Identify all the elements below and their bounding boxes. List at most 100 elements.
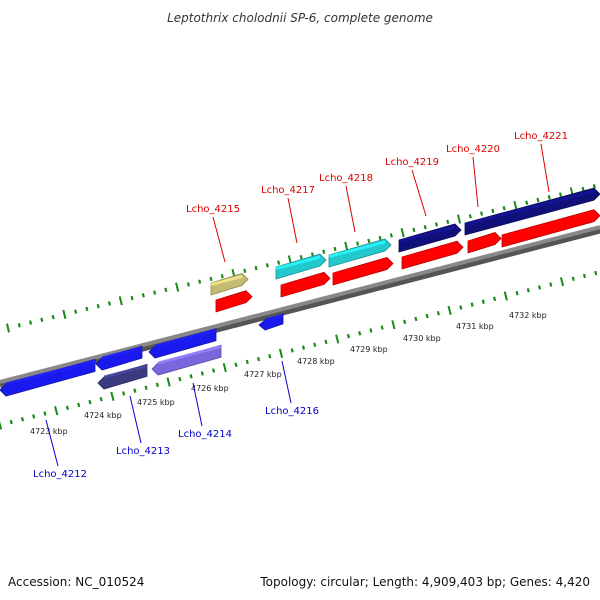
lower-minor-tick bbox=[189, 374, 193, 379]
scale-label: 4725 kbp bbox=[137, 398, 175, 407]
lower-minor-tick bbox=[582, 273, 587, 279]
upper-tick-row bbox=[5, 184, 596, 333]
lower-minor-tick bbox=[20, 417, 25, 422]
upper-minor-tick bbox=[468, 214, 472, 219]
lower-minor-tick bbox=[178, 376, 182, 382]
upper-minor-tick bbox=[107, 301, 112, 306]
lower-minor-tick bbox=[212, 368, 216, 373]
cds-feature-red-3 bbox=[332, 257, 394, 286]
upper-major-tick bbox=[62, 309, 67, 319]
upper-minor-tick bbox=[198, 279, 202, 284]
lower-minor-tick bbox=[77, 402, 81, 408]
lower-minor-tick bbox=[369, 328, 373, 333]
upper-major-tick bbox=[175, 282, 180, 292]
cds-feature-cyan-2 bbox=[328, 238, 392, 268]
lower-minor-tick bbox=[99, 396, 103, 402]
upper-major-tick bbox=[400, 228, 405, 238]
upper-minor-tick bbox=[243, 268, 247, 274]
upper-minor-tick bbox=[558, 192, 563, 197]
lower-minor-tick bbox=[9, 419, 13, 425]
gene-label-above: Lcho_4215 bbox=[186, 204, 240, 215]
upper-minor-tick bbox=[502, 205, 506, 211]
upper-minor-tick bbox=[434, 222, 439, 227]
lower-minor-tick bbox=[65, 405, 70, 411]
lower-minor-tick bbox=[358, 331, 362, 336]
gene-label-above: Lcho_4218 bbox=[319, 173, 373, 184]
lower-major-tick bbox=[335, 334, 340, 344]
lower-minor-tick bbox=[245, 359, 249, 365]
gene-leader-line bbox=[345, 185, 356, 233]
lower-major-tick bbox=[166, 377, 171, 387]
upper-minor-tick bbox=[186, 282, 190, 287]
scale-label: 4727 kbp bbox=[244, 370, 282, 379]
gene-label-below: Lcho_4212 bbox=[33, 469, 87, 480]
lower-minor-tick bbox=[571, 276, 575, 282]
scale-label: 4730 kbp bbox=[403, 334, 441, 343]
upper-minor-tick bbox=[40, 317, 44, 323]
upper-minor-tick bbox=[310, 252, 314, 257]
lower-minor-tick bbox=[346, 333, 351, 339]
lower-minor-tick bbox=[290, 348, 294, 353]
feature-track bbox=[0, 187, 600, 397]
lower-major-tick bbox=[503, 291, 508, 301]
lower-minor-tick bbox=[537, 285, 542, 290]
lower-major-tick bbox=[0, 420, 3, 430]
lower-minor-tick bbox=[470, 302, 474, 307]
gene-label-above: Lcho_4220 bbox=[446, 144, 500, 155]
cds-feature-red-6 bbox=[501, 209, 600, 248]
gene-label-below: Lcho_4213 bbox=[116, 446, 170, 457]
cds-feature-khaki-1 bbox=[210, 272, 249, 296]
upper-minor-tick bbox=[265, 263, 269, 268]
upper-minor-tick bbox=[164, 287, 168, 293]
gene-leader-line bbox=[540, 143, 550, 193]
gene-label-above: Lcho_4217 bbox=[261, 185, 315, 196]
cds-feature-red-1 bbox=[215, 290, 253, 313]
upper-major-tick bbox=[344, 241, 349, 251]
scale-label: 4726 kbp bbox=[191, 384, 229, 393]
gene-labels: Lcho_4215 Lcho_4217 Lcho_4218 Lcho_4219 Lcho… bbox=[33, 131, 568, 480]
upper-minor-tick bbox=[141, 293, 145, 298]
upper-minor-tick bbox=[423, 225, 427, 230]
upper-minor-tick bbox=[592, 184, 596, 189]
upper-minor-tick bbox=[356, 241, 360, 246]
upper-major-tick bbox=[456, 214, 462, 224]
lower-minor-tick bbox=[122, 391, 126, 396]
lower-minor-tick bbox=[549, 282, 553, 287]
upper-minor-tick bbox=[51, 314, 55, 320]
lower-minor-tick bbox=[234, 362, 238, 368]
gene-label-above: Lcho_4219 bbox=[385, 157, 439, 168]
upper-minor-tick bbox=[446, 219, 450, 224]
gene-leader-line bbox=[287, 197, 298, 244]
upper-minor-tick bbox=[220, 274, 224, 279]
upper-minor-tick bbox=[581, 186, 585, 192]
lower-minor-tick bbox=[88, 399, 92, 405]
lower-minor-tick bbox=[515, 290, 519, 296]
genome-backbone bbox=[0, 225, 600, 389]
lower-tick-row bbox=[0, 270, 598, 430]
lower-minor-tick bbox=[403, 319, 407, 325]
upper-minor-tick bbox=[299, 254, 303, 260]
lower-major-tick bbox=[222, 363, 227, 373]
lower-minor-tick bbox=[313, 342, 317, 347]
gene-leader-line bbox=[281, 360, 292, 404]
cds-feature-red-4 bbox=[401, 240, 464, 270]
lower-major-tick bbox=[110, 391, 115, 401]
upper-minor-tick bbox=[153, 290, 157, 295]
upper-major-tick bbox=[5, 323, 11, 333]
scale-label: 4729 kbp bbox=[350, 345, 388, 354]
cds-feature-red-5 bbox=[467, 232, 502, 254]
upper-minor-tick bbox=[536, 197, 540, 203]
lower-major-tick bbox=[447, 305, 452, 315]
gene-leader-line bbox=[192, 382, 203, 427]
cds-feature-blue-1 bbox=[0, 358, 96, 397]
lower-minor-tick bbox=[144, 385, 148, 390]
cds-feature-lavender-1 bbox=[151, 344, 222, 376]
upper-minor-tick bbox=[389, 233, 393, 238]
lower-major-tick bbox=[54, 406, 59, 416]
lower-minor-tick bbox=[256, 356, 261, 362]
upper-minor-tick bbox=[209, 276, 213, 282]
upper-minor-tick bbox=[254, 265, 258, 271]
upper-minor-tick bbox=[480, 211, 484, 216]
gene-leader-line bbox=[45, 419, 59, 467]
